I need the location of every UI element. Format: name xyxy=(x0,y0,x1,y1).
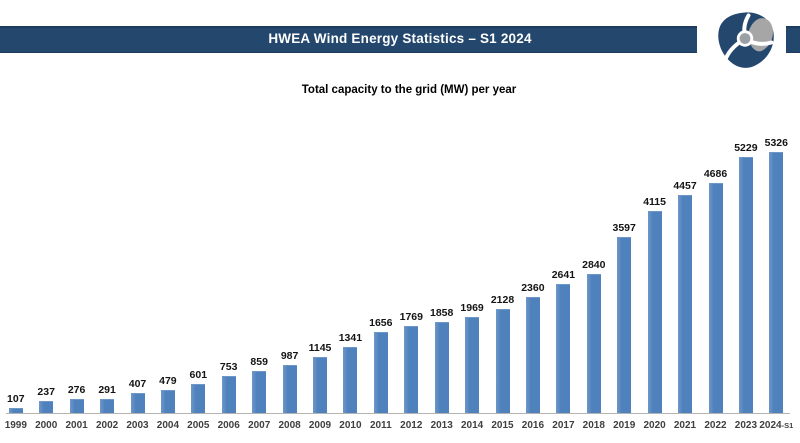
bar-value-label: 107 xyxy=(7,393,25,405)
bar xyxy=(495,309,510,413)
bar-value-label: 1341 xyxy=(338,332,363,344)
bar xyxy=(343,347,358,413)
bar xyxy=(252,371,267,413)
x-axis-label: 2023 xyxy=(734,420,758,431)
bar xyxy=(221,376,236,413)
bar-value-label: 5229 xyxy=(734,142,758,154)
x-axis-label: 2009 xyxy=(308,420,332,431)
x-axis-label: 2010 xyxy=(339,420,362,431)
bar-value-label: 2360 xyxy=(521,282,545,294)
bar-value-label: 4115 xyxy=(643,196,666,208)
bar xyxy=(160,390,175,413)
x-axis-label: 2005 xyxy=(187,420,210,431)
x-axis-label: 2003 xyxy=(126,420,149,431)
x-axis-label: 2006 xyxy=(217,420,240,431)
bar-value-label: 4686 xyxy=(703,168,728,180)
x-axis-line xyxy=(6,413,790,414)
hwea-wind-turbine-logo-icon xyxy=(712,11,778,71)
bar-value-label: 237 xyxy=(37,386,55,398)
bar xyxy=(8,408,23,413)
bar-value-label: 859 xyxy=(250,356,268,368)
bar-value-label: 1145 xyxy=(308,342,332,354)
x-axis-label: 2022 xyxy=(704,420,727,431)
x-axis-label: 2024-S1 xyxy=(759,420,794,431)
x-axis-label: 2017 xyxy=(552,420,575,431)
bar xyxy=(465,317,480,413)
bar xyxy=(678,195,692,413)
x-axis-label: 2018 xyxy=(582,420,605,431)
bar xyxy=(313,357,327,413)
x-axis-label: 2020 xyxy=(643,420,666,431)
bar-value-label: 1969 xyxy=(460,302,484,314)
page-title: HWEA Wind Energy Statistics – S1 2024 xyxy=(268,31,532,46)
bar xyxy=(769,152,784,413)
bar xyxy=(130,393,145,413)
x-axis-label: 2019 xyxy=(613,420,636,431)
x-axis-label: 1999 xyxy=(4,420,27,431)
bar-value-label: 1769 xyxy=(399,311,423,323)
bar xyxy=(39,401,54,413)
bar xyxy=(191,384,206,413)
x-axis-label: 2000 xyxy=(35,420,58,431)
bar xyxy=(738,157,753,413)
bar xyxy=(404,326,419,413)
bar-value-label: 4457 xyxy=(673,180,697,192)
bar-value-label: 2128 xyxy=(490,294,515,306)
bar-value-label: 291 xyxy=(98,384,116,396)
bar-value-label: 5326 xyxy=(764,137,788,149)
bar xyxy=(373,332,388,413)
bar xyxy=(69,399,84,413)
bar xyxy=(708,183,723,413)
bar-value-label: 987 xyxy=(280,350,299,362)
x-axis-label: 2007 xyxy=(248,420,271,431)
x-axis-label-suffix: -S1 xyxy=(781,421,794,430)
x-axis-label: 2016 xyxy=(521,420,545,431)
x-axis-label: 2021 xyxy=(673,420,697,431)
bar-value-label: 2641 xyxy=(551,269,576,281)
bar xyxy=(282,365,297,413)
x-axis-label: 2013 xyxy=(430,420,453,431)
bar xyxy=(556,284,571,413)
bar xyxy=(586,274,601,413)
chart-title: Total capacity to the grid (MW) per year xyxy=(301,84,517,96)
bar-value-label: 753 xyxy=(219,361,238,373)
title-banner-right-segment xyxy=(786,26,800,53)
bar xyxy=(525,297,540,413)
x-axis-label: 2008 xyxy=(278,420,301,431)
bar-value-label: 479 xyxy=(159,375,177,387)
bar xyxy=(434,322,449,413)
bar-value-label: 2840 xyxy=(582,259,606,271)
x-axis-label: 2002 xyxy=(95,420,119,431)
bar-value-label: 3597 xyxy=(612,222,636,234)
x-axis-label: 2004 xyxy=(156,420,180,431)
bar xyxy=(617,237,632,413)
x-axis-label: 2014 xyxy=(460,420,484,431)
bar xyxy=(100,399,115,413)
x-axis-label: 2012 xyxy=(400,420,423,431)
x-axis-label: 2015 xyxy=(491,420,514,431)
bar-value-label: 1656 xyxy=(369,317,393,329)
bar-value-label: 601 xyxy=(189,369,208,381)
bar xyxy=(647,211,662,413)
x-axis-label: 2011 xyxy=(369,420,392,431)
bar-value-label: 407 xyxy=(128,378,147,390)
bar-value-label: 276 xyxy=(67,384,86,396)
title-banner xyxy=(0,26,697,53)
x-axis-label: 2001 xyxy=(65,420,88,431)
bar-value-label: 1858 xyxy=(430,307,454,319)
